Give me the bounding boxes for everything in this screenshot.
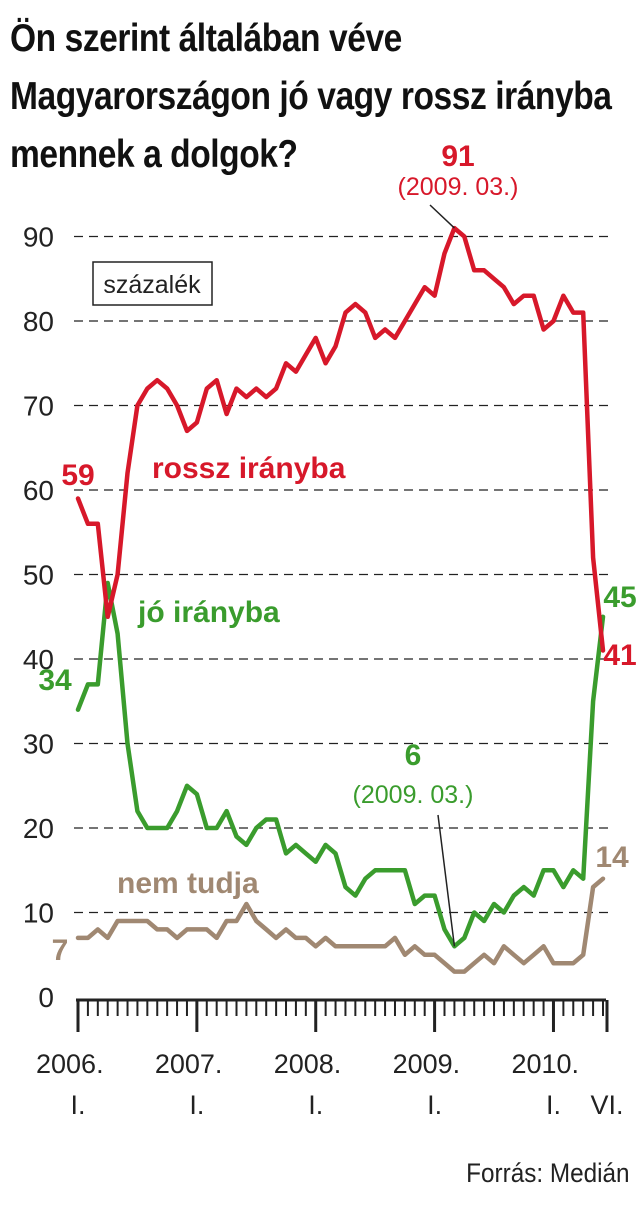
value-label-jo-end: 45 [603, 581, 636, 614]
y-tick-labels: 0 10 20 30 40 50 60 70 80 90 [23, 222, 54, 1014]
y-tick-label: 0 [38, 982, 54, 1013]
value-label-nem-end: 14 [595, 841, 629, 874]
annotation-leader-jo [437, 814, 456, 947]
value-label-nem-start: 7 [52, 934, 69, 967]
series-line-nem [75, 876, 606, 974]
x-tick-sub: I. [427, 1090, 442, 1120]
y-tick-label: 60 [23, 475, 54, 506]
x-tick-labels: 2006. I. 2007. I. 2008. I. 2009. I. 2010. I. VI. [36, 1049, 624, 1120]
unit-label: százalék [103, 271, 201, 299]
x-tick-year: 2009. [393, 1049, 461, 1079]
x-tick-sub: I. [189, 1090, 204, 1120]
series-label-nem: nem tudja [117, 867, 259, 900]
value-label-jo-start: 34 [38, 664, 72, 697]
source-note: Forrás: Medián [466, 1158, 630, 1188]
series-line-rossz [75, 225, 606, 653]
series-line-jo [75, 580, 606, 949]
x-tick-year: 2010. [511, 1049, 579, 1079]
y-tick-label: 80 [23, 306, 54, 337]
series-label-jo: jó irányba [137, 596, 280, 629]
annotation-rossz-date: (2009. 03.) [398, 173, 519, 201]
series-label-rossz: rossz irányba [152, 452, 346, 485]
x-axis [76, 998, 609, 1032]
title-line-3: mennek a dolgok? [10, 133, 298, 176]
x-tick-year: 2008. [274, 1049, 342, 1079]
x-tick-sub: I. [70, 1090, 85, 1120]
annotation-jo-value: 6 [405, 739, 422, 772]
y-tick-label: 40 [23, 644, 54, 675]
annotation-leader-rossz [429, 204, 455, 229]
x-tick-sub: VI. [590, 1090, 623, 1120]
y-tick-label: 70 [23, 391, 54, 422]
chart-title: Ön szerint általában véve Magyarországon… [10, 10, 612, 184]
y-tick-label: 30 [23, 729, 54, 760]
unit-box-frame [92, 261, 213, 306]
value-label-rossz-start: 59 [61, 459, 94, 492]
y-tick-label: 20 [23, 813, 54, 844]
annotation-rossz-value: 91 [441, 140, 474, 173]
annotation-jo-date: (2009. 03.) [353, 781, 474, 809]
x-tick-year: 2007. [155, 1049, 223, 1079]
unit-box: százalék [92, 261, 213, 306]
gridlines [74, 235, 610, 914]
x-tick-sub: I. [546, 1090, 561, 1120]
series-lines [75, 225, 606, 974]
title-line-1: Ön szerint általában véve [10, 17, 402, 60]
annotation-leaders [429, 204, 456, 947]
y-tick-label: 50 [23, 560, 54, 591]
y-tick-label: 10 [23, 898, 54, 929]
value-label-rossz-end: 41 [603, 639, 636, 672]
y-tick-label: 90 [23, 222, 54, 253]
line-chart: 0 10 20 30 40 50 60 70 80 90 százalék 2006. I. 2007… [23, 140, 637, 1120]
x-tick-year: 2006. [36, 1049, 104, 1079]
x-tick-sub: I. [308, 1090, 323, 1120]
title-line-2: Magyarországon jó vagy rossz irányba [10, 75, 612, 118]
